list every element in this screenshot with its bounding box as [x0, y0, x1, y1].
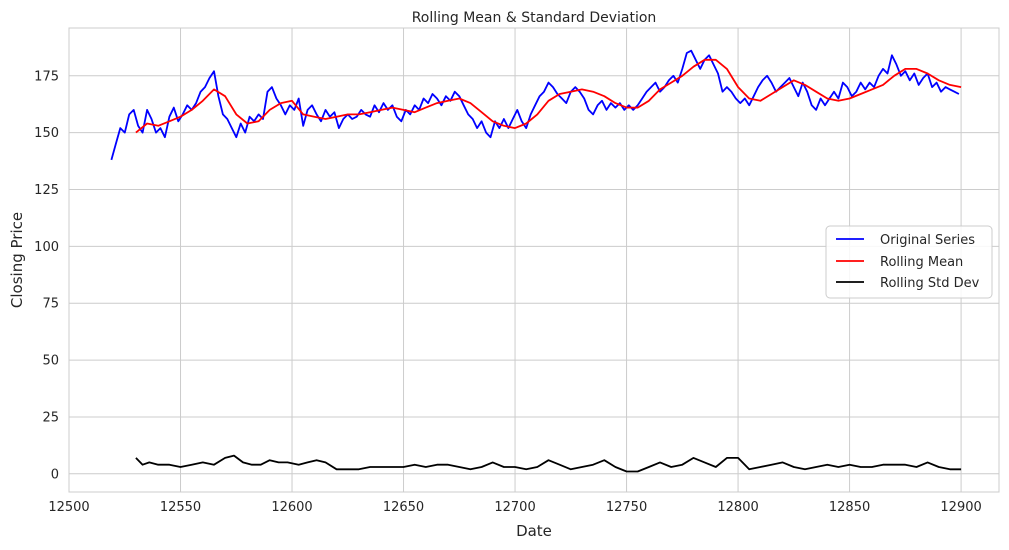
y-tick-label: 75 [42, 297, 59, 312]
chart-title: Rolling Mean & Standard Deviation [412, 10, 657, 26]
y-axis-label: Closing Price [8, 212, 26, 308]
legend-box [825, 225, 993, 299]
y-tick-label: 175 [34, 69, 59, 84]
x-tick-label: 12700 [494, 500, 535, 515]
series-line-rolling-std-dev [135, 454, 962, 473]
x-tick-label: 12900 [940, 500, 981, 515]
legend-label-rolling-std-dev: Rolling Std Dev [880, 276, 980, 291]
x-tick-label: 12800 [717, 500, 758, 515]
y-tick-label: 25 [42, 410, 59, 425]
y-tick-label: 125 [34, 183, 59, 198]
series-line-original-series [110, 49, 960, 161]
legend-label-original-series: Original Series [880, 233, 975, 248]
legend: Original Series Rolling Mean Rolling Std… [825, 225, 993, 299]
x-axis-label: Date [516, 522, 552, 540]
legend-label-rolling-mean: Rolling Mean [880, 255, 963, 270]
y-tick-label: 100 [34, 240, 59, 255]
x-tick-label: 12600 [271, 500, 312, 515]
y-tick-label: 150 [34, 126, 59, 141]
x-tick-label: 12750 [606, 500, 647, 515]
series-lines [110, 49, 962, 473]
x-tick-label: 12550 [160, 500, 201, 515]
x-tick-label: 12650 [383, 500, 424, 515]
axis-ticks: 12500 12550 12600 12650 12700 12750 12800 12850… [34, 69, 982, 515]
x-tick-label: 12850 [829, 500, 870, 515]
series-line-rolling-mean [135, 58, 962, 134]
y-tick-label: 50 [42, 354, 59, 369]
y-tick-label: 0 [51, 467, 59, 482]
x-tick-label: 12500 [48, 500, 89, 515]
